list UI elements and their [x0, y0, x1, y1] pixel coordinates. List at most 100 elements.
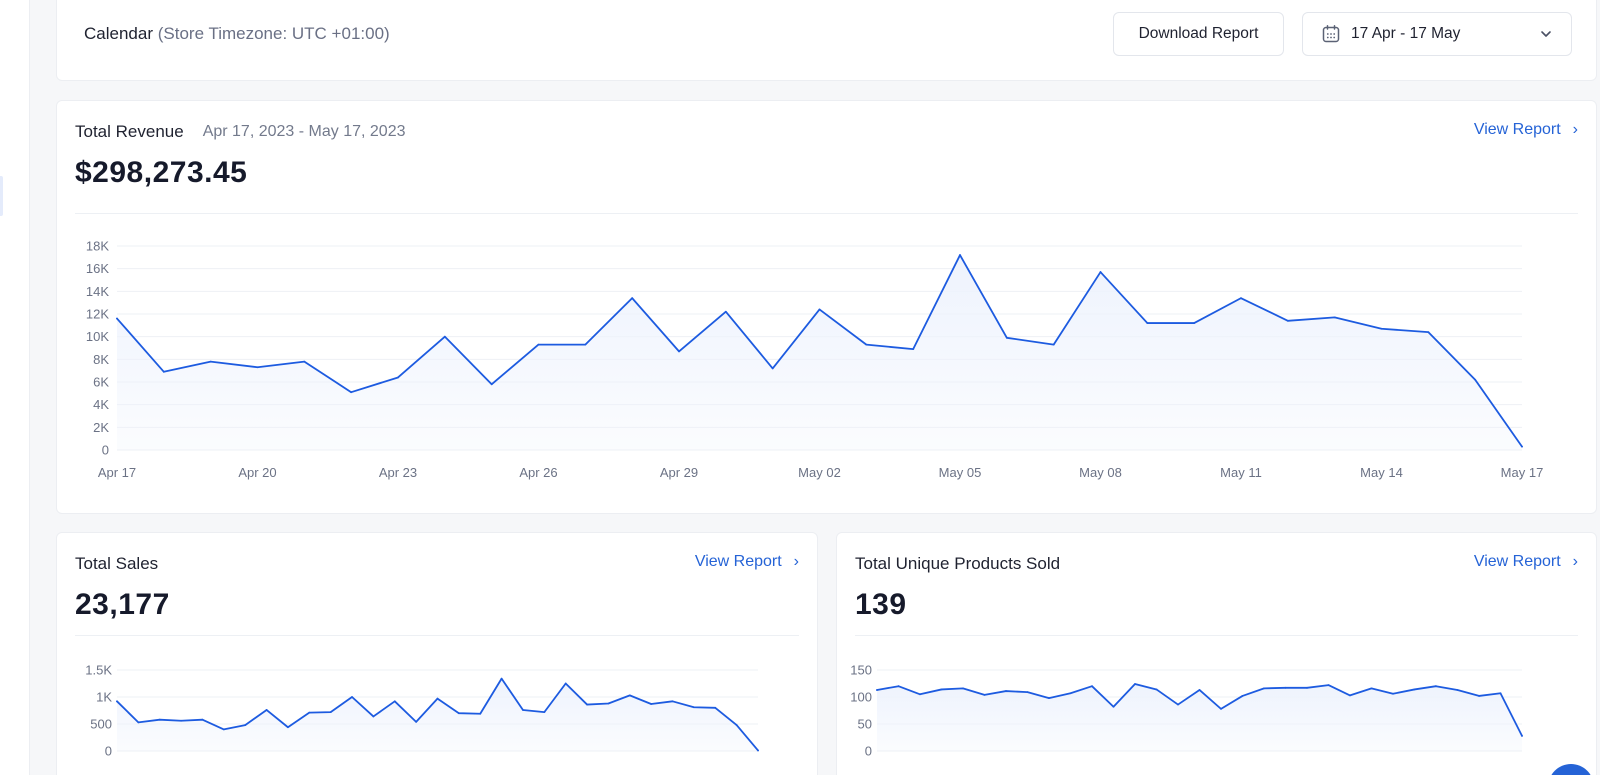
y-tick-label: 50	[858, 717, 872, 732]
data-point	[1427, 331, 1430, 334]
sales-view-report-link[interactable]: View Report ›	[695, 553, 799, 571]
data-point	[1284, 686, 1287, 689]
unique-divider	[855, 635, 1578, 636]
chevron-right-icon: ›	[1572, 121, 1578, 138]
sales-title: Total Sales	[75, 554, 159, 573]
unique-title: Total Unique Products Sold	[855, 554, 1061, 573]
data-point	[628, 694, 631, 697]
sales-value: 23,177	[75, 588, 170, 621]
chevron-right-icon: ›	[1572, 553, 1578, 570]
data-point	[256, 366, 259, 369]
date-range-label: 17 Apr - 17 May	[1351, 25, 1461, 42]
data-point	[1380, 327, 1383, 330]
series-area	[117, 255, 1522, 450]
help-chat-button[interactable]	[1548, 764, 1594, 775]
data-point	[876, 689, 878, 691]
data-point	[607, 702, 610, 705]
sidebar-strip	[0, 0, 30, 775]
data-point	[1456, 689, 1459, 691]
data-point	[1026, 691, 1029, 694]
data-point	[919, 693, 921, 696]
data-point	[1499, 692, 1502, 695]
unique-view-report-link[interactable]: View Report ›	[1474, 553, 1578, 571]
y-tick-label: 2K	[93, 420, 109, 435]
total-revenue-card: Total Revenue Apr 17, 2023 - May 17, 202…	[56, 100, 1597, 514]
data-point	[735, 724, 738, 726]
data-point	[265, 709, 268, 711]
data-point	[490, 383, 493, 386]
data-point	[1099, 271, 1102, 273]
data-point	[1005, 336, 1008, 339]
x-tick-label: May 14	[1360, 465, 1403, 480]
data-point	[1155, 688, 1158, 691]
data-point	[543, 711, 546, 714]
data-point	[500, 677, 503, 680]
data-point	[244, 724, 247, 726]
data-point	[678, 350, 680, 353]
x-tick-label: Apr 20	[238, 465, 276, 480]
data-point	[564, 682, 567, 685]
data-point	[201, 718, 204, 721]
chevron-right-icon: ›	[793, 553, 799, 570]
revenue-card-header: Total Revenue Apr 17, 2023 - May 17, 202…	[75, 121, 1578, 143]
data-point	[1220, 707, 1222, 710]
data-point	[457, 712, 460, 715]
data-point	[351, 696, 353, 698]
y-tick-label: 0	[105, 744, 112, 759]
y-tick-label: 14K	[86, 284, 109, 299]
total-sales-card: Total Sales View Report › 23,177 0 500 1K 1…	[56, 532, 818, 775]
data-point	[162, 370, 165, 373]
data-point	[1370, 687, 1373, 690]
data-point	[116, 317, 118, 320]
download-report-button[interactable]: Download Report	[1113, 12, 1284, 56]
chevron-down-icon	[1539, 27, 1553, 41]
data-point	[1521, 734, 1523, 737]
data-point	[959, 254, 961, 256]
y-tick-label: 0	[865, 744, 872, 759]
data-point	[757, 749, 759, 752]
data-point	[1052, 343, 1055, 346]
date-range-picker[interactable]: 17 Apr - 17 May	[1302, 12, 1572, 56]
sidebar-active-indicator	[0, 176, 3, 216]
y-tick-label: 1K	[96, 690, 112, 705]
x-tick-label: May 05	[939, 465, 982, 480]
data-point	[397, 376, 399, 379]
data-point	[983, 693, 986, 696]
y-tick-label: 4K	[93, 397, 109, 412]
data-point	[1177, 703, 1179, 706]
data-point	[1306, 686, 1308, 689]
data-point	[1435, 685, 1437, 688]
data-point	[537, 343, 540, 346]
data-point	[818, 308, 821, 311]
calendar-title: Calendar (Store Timezone: UTC +01:00)	[84, 24, 390, 44]
y-tick-label: 150	[850, 663, 872, 678]
view-report-label: View Report	[694, 553, 782, 570]
data-point	[350, 391, 353, 394]
data-point	[771, 367, 774, 370]
x-tick-label: Apr 23	[379, 465, 417, 480]
data-point	[522, 709, 524, 711]
sales-chart: 0 500 1K 1.5K	[85, 663, 759, 759]
data-point	[1349, 694, 1351, 697]
view-report-label: View Report	[1473, 553, 1561, 570]
data-point	[1048, 697, 1050, 699]
data-point	[158, 718, 161, 721]
x-tick-label: May 17	[1501, 465, 1544, 480]
data-point	[443, 335, 446, 338]
data-point	[1263, 687, 1265, 690]
x-tick-label: Apr 29	[660, 465, 698, 480]
revenue-view-report-link[interactable]: View Report ›	[1474, 121, 1578, 139]
data-point	[1478, 695, 1480, 697]
y-tick-label: 0	[102, 443, 109, 458]
data-point	[631, 297, 634, 300]
data-point	[436, 697, 439, 700]
data-point	[222, 728, 225, 731]
data-point	[1005, 690, 1007, 692]
calendar-header-card: Calendar (Store Timezone: UTC +01:00) Do…	[56, 0, 1597, 81]
y-tick-label: 16K	[86, 261, 109, 276]
view-report-label: View Report	[1473, 121, 1561, 138]
revenue-divider	[75, 213, 1578, 214]
data-point	[415, 720, 418, 723]
data-point	[897, 685, 900, 688]
sales-card-header: Total Sales	[75, 553, 799, 575]
